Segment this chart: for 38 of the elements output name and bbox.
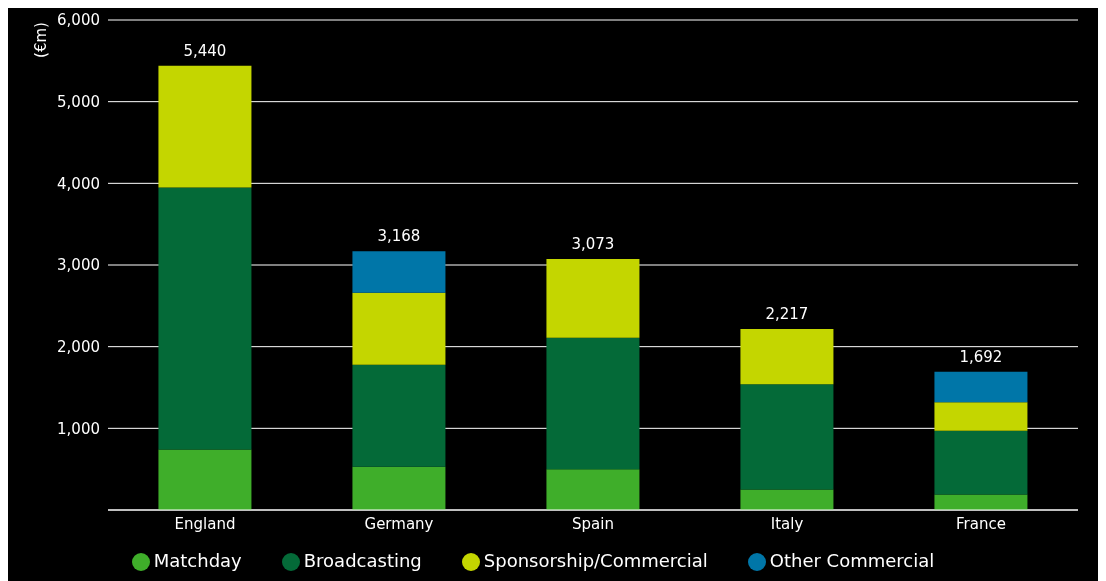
x-tick-label: Germany [364, 514, 434, 533]
bar [158, 187, 252, 450]
total-label: 3,073 [571, 235, 615, 254]
x-tick-label: Italy [770, 514, 804, 533]
y-tick-label: 3,000 [57, 256, 100, 275]
x-tick-label: England [174, 514, 236, 533]
bar [546, 469, 640, 510]
bar [352, 251, 446, 293]
x-tick-label: Spain [572, 514, 614, 533]
total-label: 5,440 [183, 41, 227, 60]
total-label: 1,692 [959, 347, 1003, 366]
bar [352, 292, 446, 365]
bar [546, 259, 640, 338]
legend-label: Sponsorship/Commercial [483, 550, 708, 571]
bar [934, 494, 1028, 510]
total-label: 2,217 [765, 304, 809, 323]
bar [740, 489, 834, 510]
bar [934, 402, 1028, 431]
y-tick-label: 5,000 [57, 92, 100, 111]
bar [158, 65, 252, 188]
y-tick-label: 6,000 [57, 11, 100, 30]
y-tick-label: 2,000 [57, 337, 100, 356]
bar [740, 328, 834, 385]
bar [934, 430, 1028, 495]
y-tick-label: 4,000 [57, 174, 100, 193]
legend-label: Broadcasting [303, 550, 422, 571]
legend-label: Matchday [153, 550, 242, 571]
bar [934, 371, 1028, 403]
legend-label: Other Commercial [769, 550, 935, 571]
bar [740, 384, 834, 490]
bar [158, 449, 252, 510]
bar [546, 337, 640, 470]
bar [352, 466, 446, 510]
y-axis-title: (€m) [32, 22, 50, 58]
y-tick-label: 1,000 [57, 419, 100, 438]
x-tick-label: France [956, 514, 1006, 533]
total-label: 3,168 [377, 227, 421, 246]
bar [352, 364, 446, 467]
